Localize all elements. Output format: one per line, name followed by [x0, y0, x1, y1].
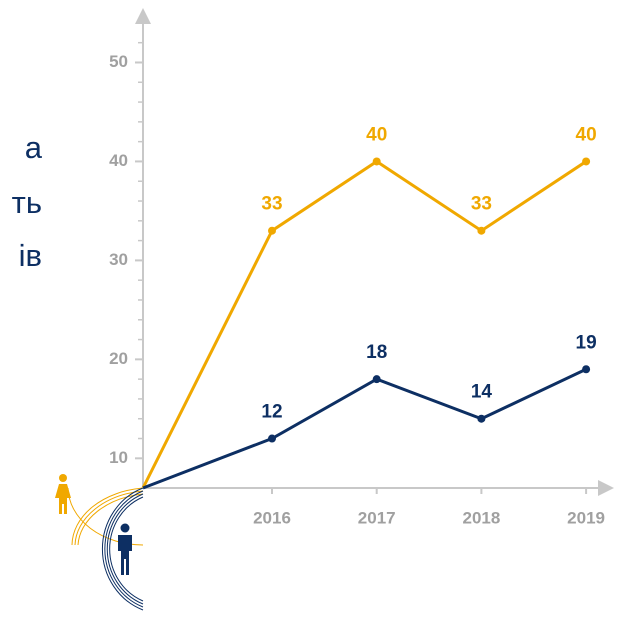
- y-tick-label: 50: [109, 52, 128, 71]
- y-tick-label: 10: [109, 448, 128, 467]
- point: [582, 365, 591, 374]
- data-label: 19: [576, 332, 597, 353]
- data-label: 14: [471, 382, 493, 403]
- point: [372, 375, 381, 384]
- side-text: а: [25, 130, 43, 165]
- series-line: [141, 159, 587, 489]
- point: [268, 434, 276, 443]
- point: [477, 226, 486, 235]
- point: [372, 157, 381, 166]
- y-arrow: [135, 8, 151, 24]
- x-tick-label: 2016: [253, 508, 291, 527]
- x-arrow: [598, 480, 614, 496]
- data-label: 33: [261, 194, 282, 215]
- data-label: 40: [366, 124, 387, 145]
- data-label: 33: [471, 194, 492, 215]
- y-tick-label: 30: [109, 250, 128, 269]
- data-label: 40: [576, 124, 597, 145]
- male-icon: [118, 523, 132, 575]
- series-line: [142, 367, 587, 490]
- point: [477, 414, 486, 423]
- x-tick-label: 2019: [567, 508, 605, 527]
- point: [582, 157, 591, 166]
- data-label: 18: [366, 342, 387, 363]
- y-tick-label: 20: [109, 349, 128, 368]
- point: [268, 226, 276, 235]
- data-label: 12: [261, 402, 282, 423]
- x-tick-label: 2017: [358, 508, 396, 527]
- female-icon: [55, 474, 71, 514]
- side-text: ть: [12, 185, 42, 220]
- side-text: ів: [19, 238, 42, 273]
- x-tick-label: 2018: [462, 508, 500, 527]
- y-tick-label: 40: [109, 151, 128, 170]
